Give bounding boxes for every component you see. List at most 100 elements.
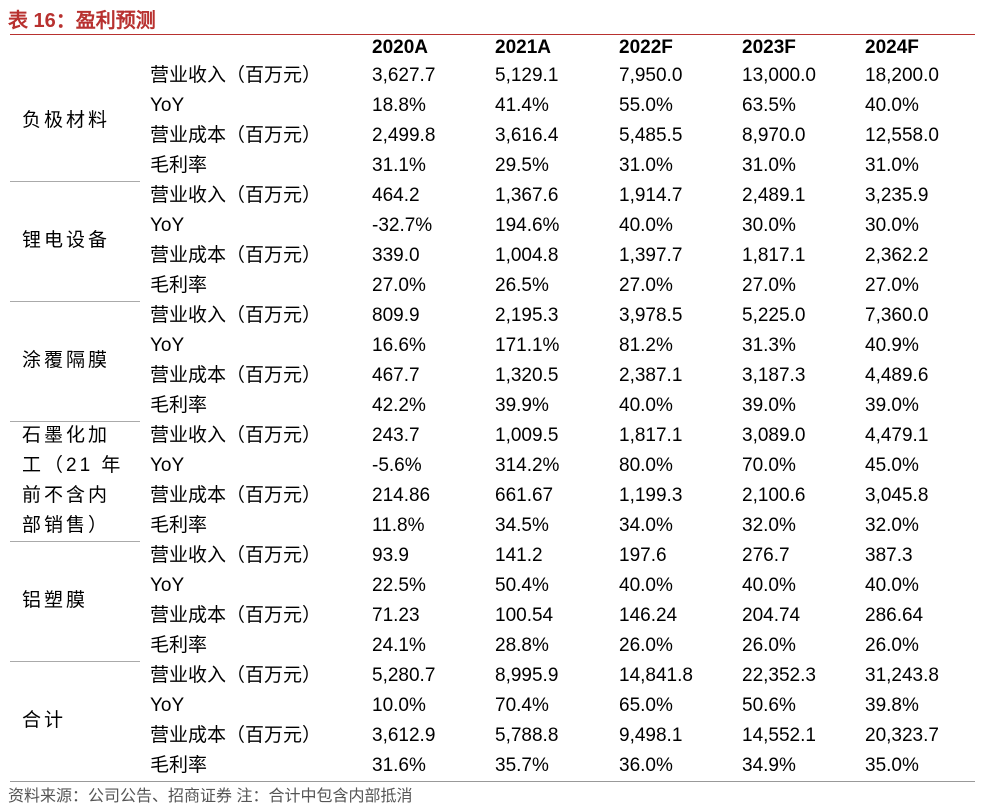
value-cell: 276.7 (742, 545, 790, 566)
value-cell: 50.4% (495, 575, 549, 596)
value-cell: 55.0% (619, 95, 673, 116)
value-cell: 40.0% (619, 395, 673, 416)
value-cell: 2,362.2 (865, 245, 929, 266)
row-label: 营业收入（百万元） (150, 65, 322, 86)
value-cell: 34.9% (742, 755, 796, 776)
value-cell: 1,009.5 (495, 425, 559, 446)
value-cell: 8,995.9 (495, 665, 559, 686)
value-cell: 3,612.9 (372, 725, 436, 746)
footer-source: 资料来源：公司公告、招商证券 注：合计中包含内部抵消 (8, 788, 413, 805)
column-header: 2020A (372, 37, 428, 58)
value-cell: 63.5% (742, 95, 796, 116)
value-cell: -32.7% (372, 215, 433, 236)
value-cell: 27.0% (372, 275, 426, 296)
value-cell: 7,950.0 (619, 65, 683, 86)
value-cell: 1,004.8 (495, 245, 559, 266)
value-cell: 3,187.3 (742, 365, 806, 386)
value-cell: 29.5% (495, 155, 549, 176)
value-cell: 26.0% (742, 635, 796, 656)
row-label: 营业收入（百万元） (150, 425, 322, 446)
value-cell: 3,089.0 (742, 425, 806, 446)
value-cell: 22,352.3 (742, 665, 816, 686)
value-cell: 41.4% (495, 95, 549, 116)
value-cell: 2,100.6 (742, 485, 806, 506)
value-cell: 31.0% (865, 155, 919, 176)
value-cell: 31.0% (742, 155, 796, 176)
value-cell: 339.0 (372, 245, 420, 266)
group-divider (10, 421, 140, 422)
value-cell: 40.0% (742, 575, 796, 596)
value-cell: 39.0% (865, 395, 919, 416)
value-cell: 40.0% (619, 215, 673, 236)
value-cell: 9,498.1 (619, 725, 683, 746)
group-label: 涂覆隔膜 (22, 350, 111, 371)
value-cell: 34.0% (619, 515, 673, 536)
value-cell: 39.9% (495, 395, 549, 416)
value-cell: 3,235.9 (865, 185, 929, 206)
value-cell: 197.6 (619, 545, 667, 566)
value-cell: 31,243.8 (865, 665, 939, 686)
row-label: 营业收入（百万元） (150, 545, 322, 566)
value-cell: 12,558.0 (865, 125, 939, 146)
value-cell: 11.8% (372, 515, 425, 536)
column-header: 2024F (865, 37, 919, 58)
value-cell: 146.24 (619, 605, 678, 626)
value-cell: 30.0% (865, 215, 919, 236)
value-cell: 35.7% (495, 755, 549, 776)
row-label: 毛利率 (150, 155, 208, 176)
value-cell: 45.0% (865, 455, 919, 476)
row-label: 毛利率 (150, 515, 208, 536)
value-cell: 28.8% (495, 635, 549, 656)
value-cell: 1,914.7 (619, 185, 683, 206)
column-header: 2023F (742, 37, 796, 58)
value-cell: 214.86 (372, 485, 431, 506)
value-cell: 93.9 (372, 545, 409, 566)
value-cell: 18.8% (372, 95, 426, 116)
value-cell: 26.0% (619, 635, 673, 656)
group-label: 石墨化加 工（21 年 前不含内 部销售） (22, 425, 124, 536)
row-label: YoY (150, 95, 185, 116)
row-label: 营业成本（百万元） (150, 605, 322, 626)
value-cell: -5.6% (372, 455, 422, 476)
value-cell: 27.0% (865, 275, 919, 296)
value-cell: 40.0% (619, 575, 673, 596)
value-cell: 39.8% (865, 695, 919, 716)
value-cell: 194.6% (495, 215, 560, 236)
value-cell: 14,552.1 (742, 725, 816, 746)
value-cell: 387.3 (865, 545, 913, 566)
value-cell: 8,970.0 (742, 125, 806, 146)
value-cell: 36.0% (619, 755, 673, 776)
value-cell: 5,788.8 (495, 725, 559, 746)
value-cell: 3,616.4 (495, 125, 559, 146)
value-cell: 141.2 (495, 545, 543, 566)
value-cell: 809.9 (372, 305, 420, 326)
value-cell: 2,499.8 (372, 125, 436, 146)
value-cell: 4,479.1 (865, 425, 929, 446)
value-cell: 39.0% (742, 395, 796, 416)
value-cell: 1,817.1 (619, 425, 683, 446)
value-cell: 27.0% (619, 275, 673, 296)
value-cell: 31.6% (372, 755, 426, 776)
row-label: YoY (150, 575, 185, 596)
value-cell: 71.23 (372, 605, 420, 626)
value-cell: 5,129.1 (495, 65, 559, 86)
group-label: 合计 (22, 710, 67, 731)
value-cell: 1,320.5 (495, 365, 559, 386)
row-label: YoY (150, 215, 185, 236)
value-cell: 7,360.0 (865, 305, 929, 326)
value-cell: 243.7 (372, 425, 420, 446)
group-divider (10, 541, 140, 542)
value-cell: 286.64 (865, 605, 924, 626)
rule (10, 781, 975, 782)
value-cell: 30.0% (742, 215, 796, 236)
value-cell: 22.5% (372, 575, 426, 596)
value-cell: 1,199.3 (619, 485, 683, 506)
value-cell: 32.0% (865, 515, 919, 536)
value-cell: 32.0% (742, 515, 796, 536)
title: 表 16：盈利预测 (8, 10, 156, 32)
value-cell: 26.0% (865, 635, 919, 656)
row-label: 营业成本（百万元） (150, 725, 322, 746)
group-divider (10, 181, 140, 182)
row-label: 毛利率 (150, 275, 208, 296)
